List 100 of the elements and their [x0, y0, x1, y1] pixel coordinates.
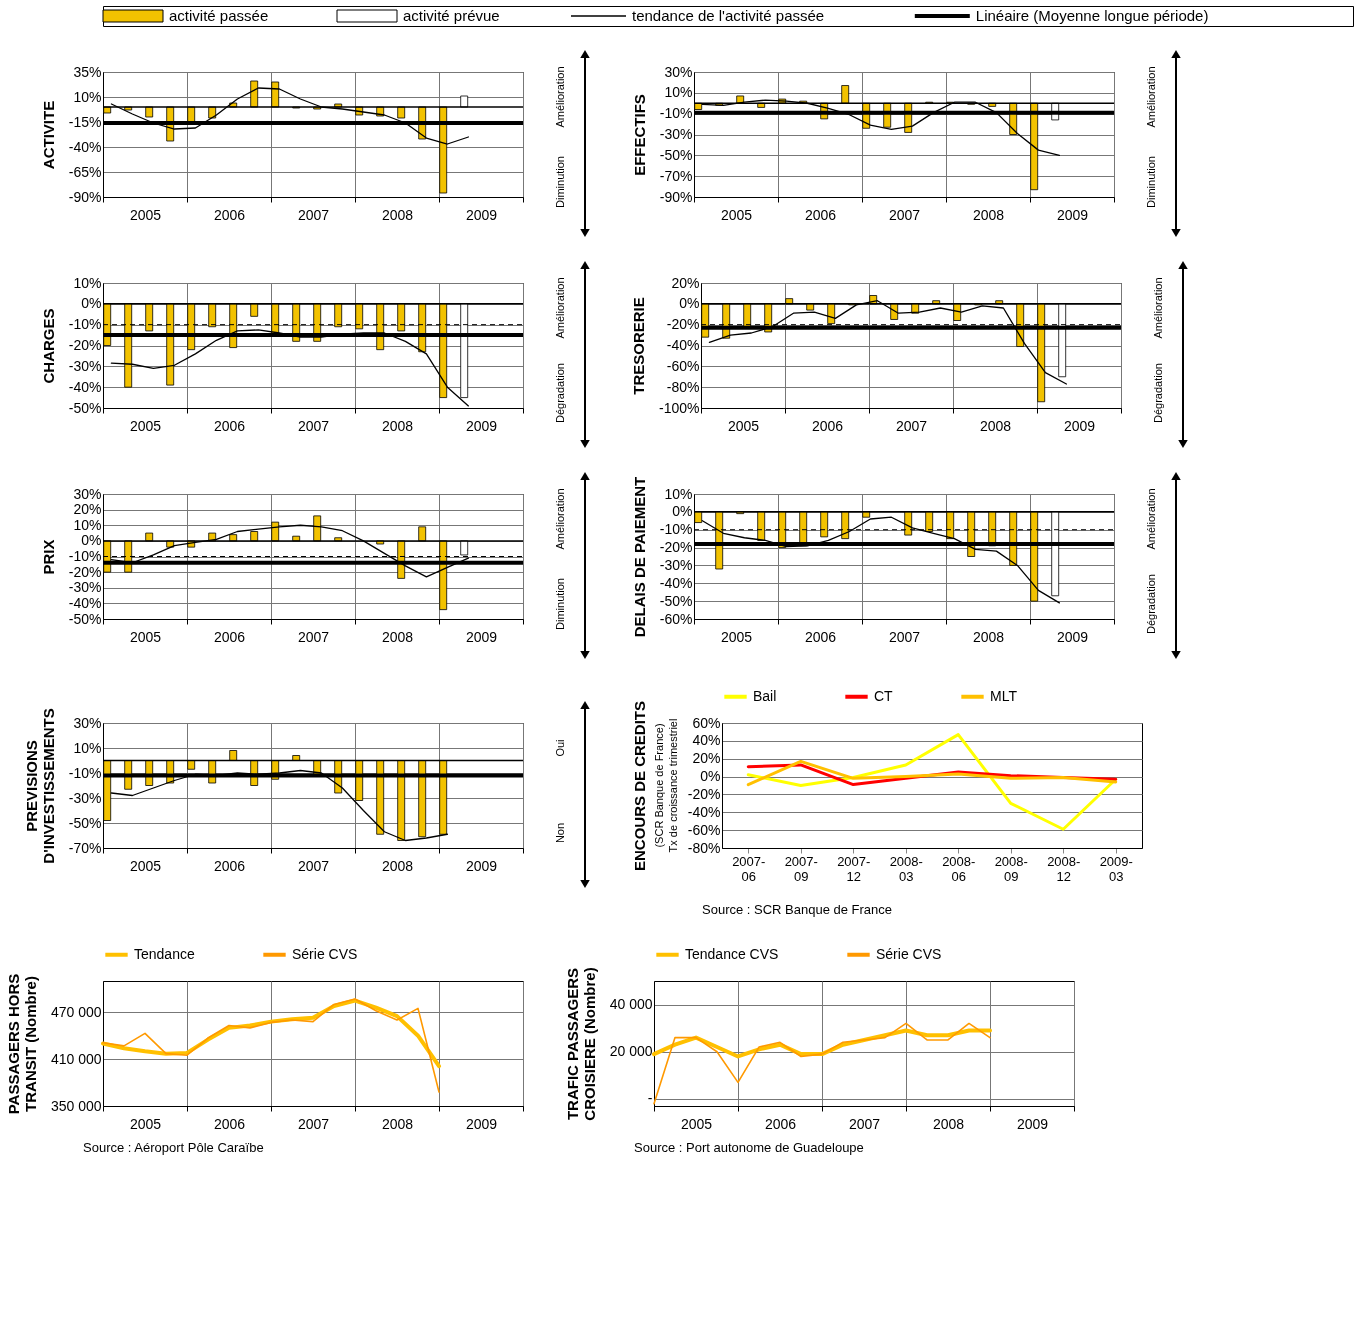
y-tick-label: -50% [659, 146, 693, 163]
y-tick-label: -20% [659, 539, 693, 556]
y-axis-title: ACTIVITE [39, 100, 57, 170]
x-tick-label: 2005 [129, 417, 162, 434]
legend-label: CT [874, 687, 894, 704]
x-tick-label: 2009 [465, 206, 498, 223]
y-tick-label: -30% [659, 556, 693, 573]
x-tick-label: 2007 [297, 206, 330, 223]
legend-label: Série CVS [876, 945, 942, 962]
y-tick-label: -40% [68, 138, 102, 155]
source-note: Source : SCR Banque de France [702, 902, 893, 917]
y-tick-label: 40 000 [609, 996, 653, 1013]
legend-label: Tendance CVS [685, 945, 779, 962]
x-tick-label: 2006 [213, 417, 246, 434]
x-tick-label: 2008 [381, 1115, 414, 1132]
text: Dégradation [554, 363, 566, 423]
legend-label: activité prévue [403, 7, 500, 24]
x-tick-label: 2006 [804, 206, 837, 223]
x-tick-label: 2005 [129, 628, 162, 645]
y-tick-label: -10% [68, 764, 102, 781]
x-tick-label: 2009 [1063, 417, 1096, 434]
x-tick-label: 2009 [465, 1115, 498, 1132]
x-tick-label: 2007 [297, 857, 330, 874]
y-tick-label: -50% [68, 610, 102, 627]
y-tick-label: -40% [68, 594, 102, 611]
y-tick-label: - [647, 1090, 653, 1107]
x-tick-label: 2008-03 [889, 853, 923, 884]
x-tick-label: 2009 [1056, 206, 1089, 223]
y-tick-label: -60% [659, 610, 693, 627]
y-tick-label: 10% [73, 88, 102, 105]
text: (SCR Banque de France) [653, 723, 665, 848]
y-tick-label: -60% [666, 357, 700, 374]
x-tick-label: 2008-09 [994, 853, 1028, 884]
y-tick-label: -65% [68, 163, 102, 180]
text: Amélioration [554, 66, 566, 128]
x-tick-label: 2005 [727, 417, 760, 434]
x-tick-label: 2007-09 [784, 853, 818, 884]
x-tick-label: 2006 [213, 206, 246, 223]
x-tick-label: 2008 [381, 628, 414, 645]
x-tick-label: 2006 [811, 417, 844, 434]
y-tick-label: -60% [687, 821, 721, 838]
x-tick-label: 2008-12 [1047, 853, 1081, 884]
text: Diminution [1145, 156, 1157, 208]
x-tick-label: 2007 [895, 417, 928, 434]
y-tick-label: 20% [692, 750, 721, 767]
x-tick-label: 2007 [297, 628, 330, 645]
text: Amélioration [1145, 66, 1157, 128]
x-tick-label: 2009-03 [1099, 853, 1133, 884]
x-tick-label: 2006 [804, 628, 837, 645]
y-tick-label: -30% [68, 357, 102, 374]
text: Dégradation [1152, 363, 1164, 423]
y-tick-label: 10% [73, 274, 102, 291]
x-tick-label: 2009 [1056, 628, 1089, 645]
legend-label: Bail [753, 687, 777, 704]
text: Dégradation [1145, 574, 1157, 634]
x-tick-label: 2006 [213, 628, 246, 645]
y-tick-label: -30% [68, 579, 102, 596]
y-tick-label: -10% [68, 548, 102, 564]
y-tick-label: -20% [687, 785, 721, 802]
x-tick-label: 2005 [129, 1115, 162, 1132]
y-tick-label: -50% [659, 592, 693, 609]
text: Diminution [554, 578, 566, 630]
y-tick-label: -30% [659, 126, 693, 142]
y-tick-label: -15% [68, 113, 102, 130]
y-tick-label: -40% [666, 337, 700, 353]
y-tick-label: -40% [687, 803, 721, 820]
y-tick-label: 20 000 [609, 1043, 653, 1060]
y-tick-label: 30% [73, 714, 102, 731]
x-tick-label: 2006 [213, 857, 246, 874]
source-note: Source : Port autonome de Guadeloupe [634, 1140, 864, 1155]
x-tick-label: 2007 [848, 1115, 881, 1132]
y-tick-label: 20% [671, 274, 700, 291]
x-tick-label: 2005 [129, 857, 162, 874]
y-tick-label: 40% [692, 732, 721, 749]
text: Amélioration [554, 277, 566, 339]
x-tick-label: 2007 [888, 628, 921, 645]
text: Amélioration [1145, 488, 1157, 550]
y-axis-title: TRESORERIE [630, 297, 648, 395]
text: Amélioration [1152, 277, 1164, 339]
x-tick-label: 2008 [979, 417, 1012, 434]
y-tick-label: -50% [68, 814, 102, 831]
y-tick-label: 30% [664, 63, 693, 80]
y-axis-title: DELAIS DE PAIEMENT [630, 476, 648, 638]
y-tick-label: -30% [68, 789, 102, 806]
y-axis-title: PREVISIONS D'INVESTISSEMENTS [22, 708, 57, 864]
y-axis-title: PASSAGERS HORS TRANSIT (Nombre) [4, 973, 39, 1115]
y-tick-label: -40% [659, 574, 693, 591]
x-tick-label: 2008 [972, 628, 1005, 645]
y-tick-label: -10% [68, 316, 102, 333]
x-tick-label: 2007-06 [732, 853, 766, 884]
y-axis-title: ENCOURS DE CREDITS [630, 700, 648, 872]
legend-label: Linéaire (Moyenne longue période) [975, 7, 1209, 24]
legend-label: tendance de l'activité passée [632, 7, 825, 24]
text: Amélioration [554, 488, 566, 550]
y-tick-label: 20% [73, 501, 102, 518]
y-tick-label: 35% [73, 63, 102, 80]
x-tick-label: 2009 [1016, 1115, 1049, 1132]
x-tick-label: 2005 [129, 206, 162, 223]
text: Tx de croissance trimestriel [667, 718, 679, 853]
y-tick-label: 0% [679, 295, 700, 312]
